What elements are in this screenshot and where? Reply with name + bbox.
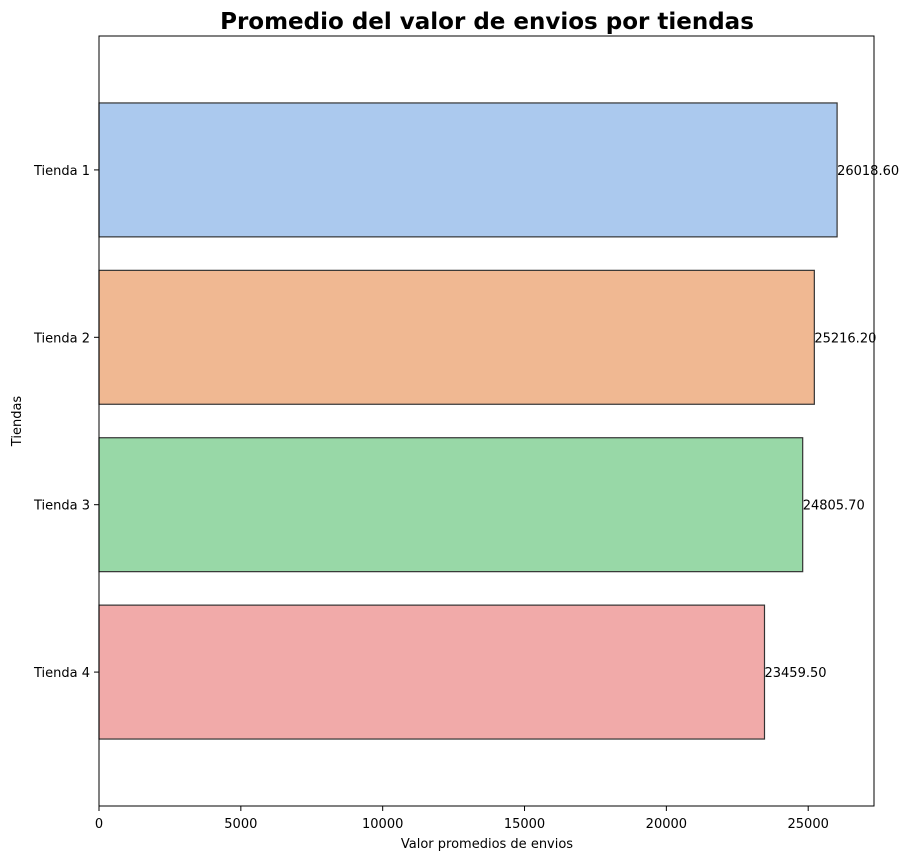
y-axis-ticks: Tienda 1 Tienda 2 Tienda 3 Tienda 4 [33,164,99,681]
x-tick-label-4: 20000 [646,817,687,832]
bar-3 [98,437,804,573]
bar-value-label-3: 24805.70 [803,499,865,514]
bar-2 [98,269,815,405]
data-labels-group: 26018.60 25216.20 24805.70 23459.50 [764,164,899,681]
x-tick-label-5: 25000 [788,817,829,832]
x-tick-label-3: 15000 [504,817,545,832]
y-tick-label-1: Tienda 1 [33,164,90,179]
bar-1 [98,102,838,238]
x-axis-ticks: 0 5000 10000 15000 20000 25000 [95,806,829,832]
bar-value-label-2: 25216.20 [814,331,876,346]
y-tick-label-3: Tienda 3 [33,499,90,514]
bar-value-label-4: 23459.50 [764,666,826,681]
plot-frame [98,35,875,807]
chart-title: Promedio del valor de envios por tiendas [220,9,754,35]
x-axis-label: Valor promedios de envios [401,837,573,852]
bars-group [98,102,838,740]
bar-4 [98,604,766,740]
x-tick-label-1: 5000 [224,817,257,832]
y-tick-label-2: Tienda 2 [33,331,90,346]
x-tick-label-0: 0 [95,817,103,832]
y-axis-label: Tiendas [10,396,25,448]
x-tick-label-2: 10000 [362,817,403,832]
y-tick-label-4: Tienda 4 [33,666,90,681]
bar-value-label-1: 26018.60 [837,164,899,179]
